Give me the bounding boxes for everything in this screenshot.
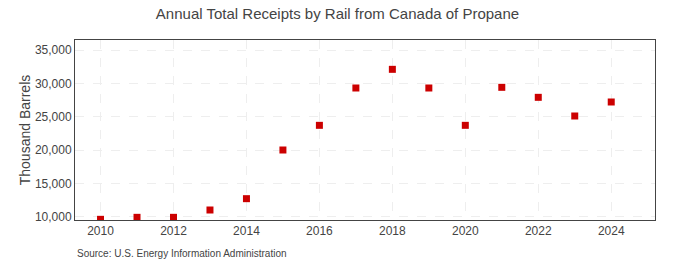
svg-text:2016: 2016 <box>306 224 333 238</box>
svg-text:Source: U.S. Energy Informatio: Source: U.S. Energy Information Administ… <box>77 248 287 259</box>
svg-text:2012: 2012 <box>160 224 187 238</box>
svg-text:Annual Total Receipts by Rail: Annual Total Receipts by Rail from Canad… <box>156 5 519 22</box>
svg-text:Thousand Barrels: Thousand Barrels <box>17 75 33 186</box>
svg-text:10,000: 10,000 <box>35 210 72 224</box>
svg-text:2022: 2022 <box>525 224 552 238</box>
svg-text:2020: 2020 <box>452 224 479 238</box>
svg-text:20,000: 20,000 <box>35 143 72 157</box>
svg-text:2024: 2024 <box>598 224 625 238</box>
svg-text:25,000: 25,000 <box>35 110 72 124</box>
svg-text:2014: 2014 <box>233 224 260 238</box>
svg-text:2010: 2010 <box>87 224 114 238</box>
svg-text:30,000: 30,000 <box>35 77 72 91</box>
svg-text:35,000: 35,000 <box>35 43 72 57</box>
svg-text:15,000: 15,000 <box>35 177 72 191</box>
svg-text:2018: 2018 <box>379 224 406 238</box>
